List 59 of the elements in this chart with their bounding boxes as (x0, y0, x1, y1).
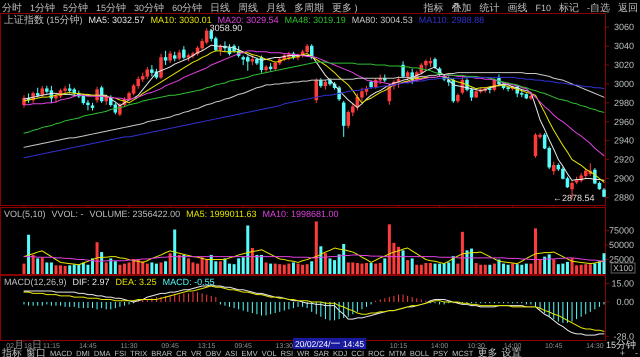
annotation: 统计 (479, 2, 500, 14)
chart-title: MACD(12,26,9) (4, 277, 67, 287)
annotation: 月线 (266, 2, 286, 14)
y-tick-label: -28.0 (613, 331, 634, 342)
annotation: 画线 (507, 2, 528, 14)
y-tick-label: 2960 (614, 116, 634, 127)
annotation: VOLUME: 2356422.00 (90, 209, 180, 219)
text: 设置 (501, 347, 522, 357)
annotation: 分时 (2, 2, 22, 14)
chart-title: 上证指数 (15分钟) (4, 14, 83, 26)
annotation: 指标 (422, 2, 444, 14)
text: 返回 (618, 2, 638, 14)
y-tick-label: 3000 (614, 78, 634, 89)
y-tick-label: 2880 (614, 192, 634, 202)
y-tick-label: 2920 (614, 154, 634, 165)
text: MA110: 2988.88 (418, 15, 484, 25)
annotation: F10 (535, 3, 551, 13)
text: MA10: 1998681.00 (262, 209, 339, 219)
annotation: 1分钟 (30, 2, 56, 14)
y-tick-label: 3060 (614, 22, 634, 32)
text: MA5: 1999011.63 (186, 209, 256, 219)
series-label: DEA: 3.25 (116, 277, 157, 287)
y-tick-label: 15.00 (611, 278, 634, 289)
annotation: 30分钟 (134, 2, 164, 14)
annotation: 叠加 (451, 2, 472, 14)
y-tick-label: 0.00 (616, 296, 634, 307)
series-label: MACD: -0.55 (162, 277, 215, 287)
annotation: 日线 (210, 2, 230, 14)
annotation: 标记 (558, 2, 579, 14)
annotation: 20/02/24/一 14:45 (295, 339, 364, 350)
y-tick-label: 50000 (608, 240, 634, 250)
annotation: ←2878.54 (553, 193, 595, 203)
y-tick-label: 75000 (608, 226, 634, 236)
y-tick-label: 2940 (614, 136, 634, 146)
series-label: DIF: 2.97 (72, 277, 110, 287)
annotation: VVOL: - (52, 209, 84, 219)
y-tick-label: 2980 (614, 98, 634, 108)
text: MA80: 3004.53 (352, 15, 413, 25)
annotation: 60分钟 (172, 2, 202, 14)
text: - (635, 348, 638, 357)
y-axis-title: X100 (613, 263, 634, 273)
y-tick-label: 3040 (614, 41, 634, 52)
text: MA48: 3019.19 (284, 15, 346, 25)
annotation: -自选 (587, 2, 610, 14)
text: MA20: 3029.54 (218, 15, 279, 25)
text: 15分钟 (606, 339, 636, 351)
annotation: 15分钟 (96, 2, 126, 14)
y-tick-label: 25000 (608, 254, 634, 265)
chart-title: VOL(5,10) (4, 209, 46, 219)
text: MA5: 3032.57 (88, 15, 145, 25)
y-tick-label: 2900 (614, 174, 634, 184)
text: MA10: 3030.01 (150, 15, 212, 25)
annotation: 多周期 (294, 2, 324, 14)
annotation: 更多 ) (332, 2, 358, 14)
annotation: 3058.90 (210, 23, 242, 34)
annotation: 5分钟 (63, 2, 88, 14)
text: + (620, 348, 625, 357)
annotation: 周线 (238, 2, 258, 14)
y-tick-label: 3020 (614, 60, 634, 70)
